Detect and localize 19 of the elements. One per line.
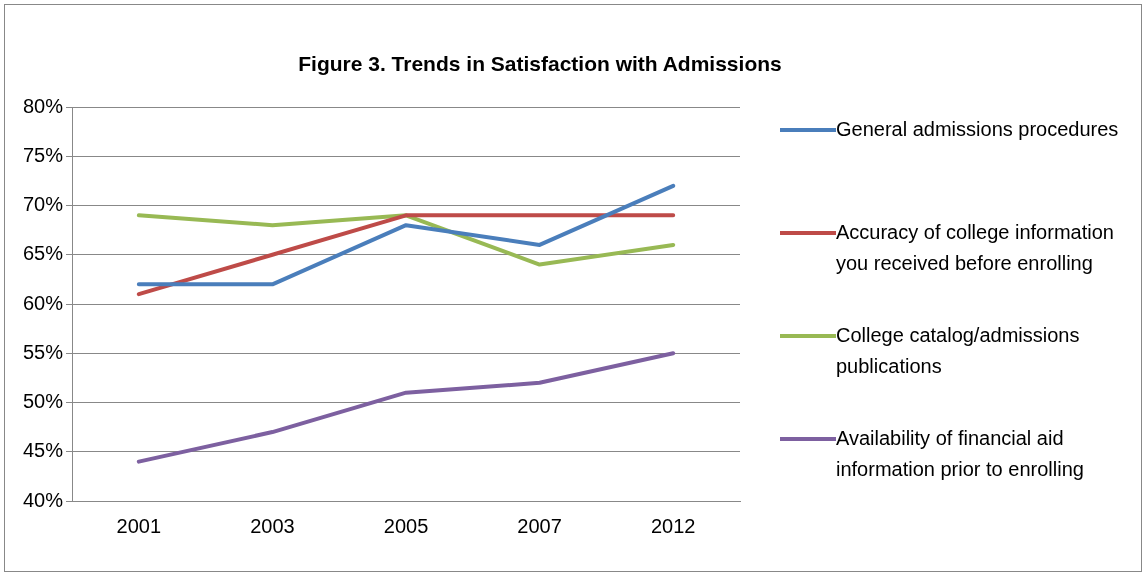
x-tick-label: 2005	[383, 514, 429, 537]
y-tick-label: 50%	[23, 390, 64, 413]
x-tick-label: 2001	[116, 514, 162, 537]
legend-label: Accuracy of college information you received before enrolling	[836, 220, 1115, 276]
x-tick-label: 2007	[517, 514, 562, 537]
y-tick-label: 70%	[23, 193, 64, 216]
y-tick-label: 45%	[23, 439, 64, 462]
x-tick-label: 2003	[250, 514, 295, 537]
x-tick-label: 2012	[650, 514, 696, 537]
y-tick-label: 60%	[23, 291, 64, 314]
y-tick-label: 75%	[23, 143, 64, 166]
y-tick-label: 55%	[23, 340, 64, 363]
legend-label: Availability of financial aid information prior to enrolling	[836, 426, 1085, 482]
y-tick-label: 80%	[23, 94, 64, 117]
legend-label: General admissions procedures	[836, 117, 1120, 142]
y-tick-label: 40%	[23, 488, 64, 511]
legend-label: College catalog/admissions publications	[836, 323, 1081, 379]
chart-title: Figure 3. Trends in Satisfaction with Admissions	[297, 52, 783, 76]
y-tick-label: 65%	[23, 242, 64, 265]
